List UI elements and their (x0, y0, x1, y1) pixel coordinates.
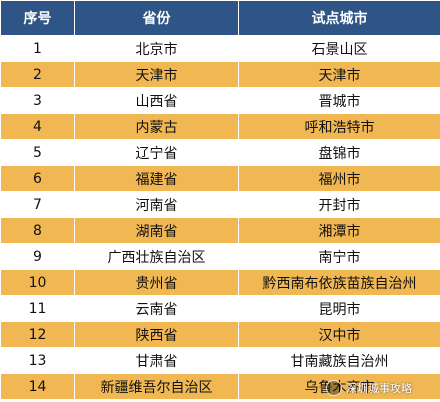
cell-index: 5 (0, 139, 75, 166)
table-row: 3 山西省 晋城市 (0, 87, 440, 114)
cell-province: 河南省 (74, 191, 239, 218)
cell-index: 12 (0, 321, 75, 348)
cell-city: 黔西南布依族苗族自治州 (238, 269, 440, 296)
cell-index: 3 (0, 87, 75, 114)
table-row: 1 北京市 石景山区 (0, 35, 440, 62)
cell-city: 甘南藏族自治州 (238, 347, 440, 374)
header-index: 序号 (0, 0, 75, 36)
cell-province: 天津市 (74, 61, 239, 88)
cell-index: 10 (0, 269, 75, 296)
cell-index: 11 (0, 295, 75, 322)
cell-province: 福建省 (74, 165, 239, 192)
cell-province: 内蒙古 (74, 113, 239, 140)
table-row: 4 内蒙古 呼和浩特市 (0, 113, 440, 140)
cell-province: 湖南省 (74, 217, 239, 244)
header-province: 省份 (74, 0, 239, 36)
cell-city: 晋城市 (238, 87, 440, 114)
cell-province: 云南省 (74, 295, 239, 322)
table-row: 8 湖南省 湘潭市 (0, 217, 440, 244)
cell-index: 9 (0, 243, 75, 270)
table-row: 2 天津市 天津市 (0, 61, 440, 88)
cell-province: 新疆维吾尔自治区 (74, 373, 239, 400)
table-row: 12 陕西省 汉中市 (0, 321, 440, 348)
table-row: 11 云南省 昆明市 (0, 295, 440, 322)
cell-city: 湘潭市 (238, 217, 440, 244)
table-row: 13 甘肃省 甘南藏族自治州 (0, 347, 440, 374)
table-row: 6 福建省 福州市 (0, 165, 440, 192)
cell-index: 2 (0, 61, 75, 88)
cell-index: 14 (0, 373, 75, 400)
cell-city: 呼和浩特市 (238, 113, 440, 140)
cell-index: 8 (0, 217, 75, 244)
cell-city: 乌鲁木齐市 (238, 373, 440, 400)
cell-province: 贵州省 (74, 269, 239, 296)
cell-province: 陕西省 (74, 321, 239, 348)
cell-city: 盘锦市 (238, 139, 440, 166)
cell-index: 7 (0, 191, 75, 218)
cell-city: 福州市 (238, 165, 440, 192)
table-body: 1 北京市 石景山区 2 天津市 天津市 3 山西省 晋城市 4 内蒙古 呼和浩… (0, 35, 440, 400)
table-row: 5 辽宁省 盘锦市 (0, 139, 440, 166)
cell-city: 石景山区 (238, 35, 440, 62)
cell-index: 13 (0, 347, 75, 374)
cell-province: 山西省 (74, 87, 239, 114)
cell-index: 6 (0, 165, 75, 192)
table-row: 10 贵州省 黔西南布依族苗族自治州 (0, 269, 440, 296)
cell-index: 4 (0, 113, 75, 140)
header-pilot-city: 试点城市 (238, 0, 440, 36)
cell-city: 南宁市 (238, 243, 440, 270)
cell-city: 汉中市 (238, 321, 440, 348)
cell-city: 天津市 (238, 61, 440, 88)
table-row: 7 河南省 开封市 (0, 191, 440, 218)
cell-city: 昆明市 (238, 295, 440, 322)
cell-province: 北京市 (74, 35, 239, 62)
cell-province: 甘肃省 (74, 347, 239, 374)
cell-city: 开封市 (238, 191, 440, 218)
header-row: 序号 省份 试点城市 (0, 0, 440, 36)
cell-province: 辽宁省 (74, 139, 239, 166)
table-header: 序号 省份 试点城市 (0, 0, 440, 36)
cell-index: 1 (0, 35, 75, 62)
table-row: 14 新疆维吾尔自治区 乌鲁木齐市 (0, 373, 440, 400)
cell-province: 广西壮族自治区 (74, 243, 239, 270)
table-row: 9 广西壮族自治区 南宁市 (0, 243, 440, 270)
